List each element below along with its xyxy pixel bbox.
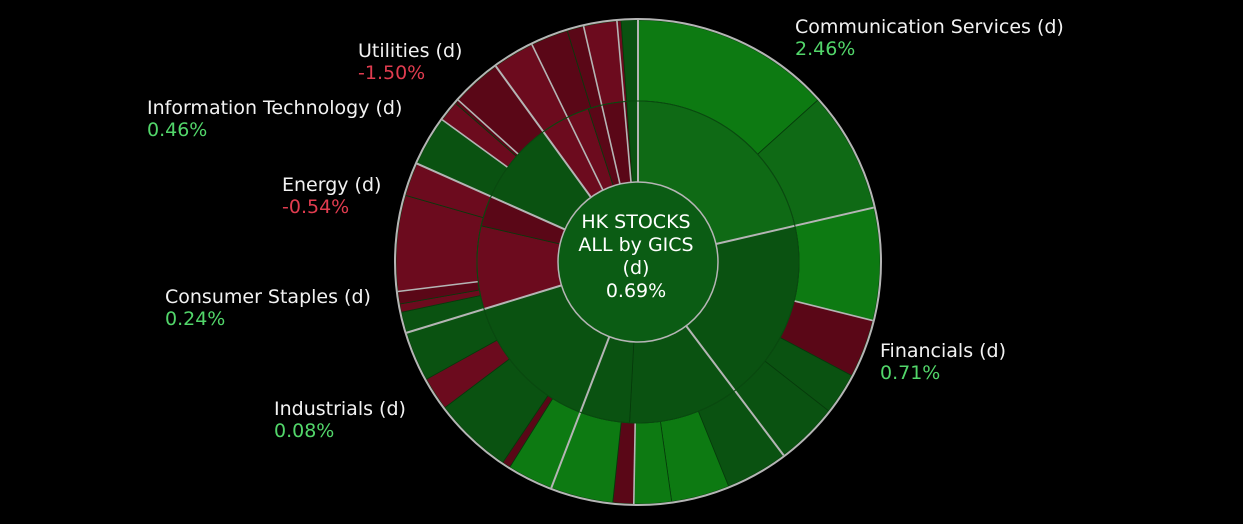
sector-label-information-technology[interactable]: Information Technology (d) 0.46% bbox=[147, 97, 402, 141]
center-label[interactable]: HK STOCKS ALL by GICS (d) 0.69% bbox=[556, 211, 716, 303]
middle-ring-boundary bbox=[476, 100, 800, 424]
outer-ring bbox=[395, 19, 881, 505]
sector-change: 2.46% bbox=[795, 38, 856, 60]
sub-divider bbox=[397, 280, 479, 293]
sector-name: Utilities (d) bbox=[358, 40, 463, 62]
center-title-line-2: ALL by GICS bbox=[578, 234, 694, 256]
sector-label-consumer-staples[interactable]: Consumer Staples (d) 0.24% bbox=[165, 286, 371, 330]
middle-ring bbox=[476, 100, 800, 424]
sector-change: 0.24% bbox=[165, 308, 226, 330]
chart-outer-boundary bbox=[394, 18, 882, 506]
sector-name: Industrials (d) bbox=[274, 398, 406, 420]
sub-divider bbox=[794, 300, 874, 322]
sector-name: Financials (d) bbox=[880, 340, 1007, 362]
sub-divider bbox=[632, 422, 636, 504]
center-disc[interactable] bbox=[557, 181, 719, 343]
sector-change: 0.71% bbox=[880, 362, 941, 384]
sector-label-financials[interactable]: Financials (d) 0.71% bbox=[880, 340, 1006, 384]
sector-change: 0.08% bbox=[274, 420, 335, 442]
sector-name: Consumer Staples (d) bbox=[165, 286, 371, 308]
sub-divider bbox=[441, 119, 509, 169]
sector-change: 0.46% bbox=[147, 119, 208, 141]
sector-change: -1.50% bbox=[358, 62, 426, 84]
center-value: 0.69% bbox=[605, 280, 667, 302]
sector-label-energy[interactable]: Energy (d) -0.54% bbox=[282, 174, 381, 218]
sector-label-communication-services[interactable]: Communication Services (d) 2.46% bbox=[795, 16, 1064, 60]
sector-label-utilities[interactable]: Utilities (d) -1.50% bbox=[358, 40, 462, 84]
sector-name: Communication Services (d) bbox=[795, 16, 1064, 38]
center-title-line-3: (d) bbox=[622, 257, 650, 279]
sector-label-industrials[interactable]: Industrials (d) 0.08% bbox=[274, 398, 406, 442]
sector-name: Information Technology (d) bbox=[147, 97, 403, 119]
sector-name: Energy (d) bbox=[282, 174, 382, 196]
sub-divider bbox=[457, 99, 519, 155]
center-title-line-1: HK STOCKS bbox=[581, 211, 691, 233]
sector-change: -0.54% bbox=[282, 196, 350, 218]
